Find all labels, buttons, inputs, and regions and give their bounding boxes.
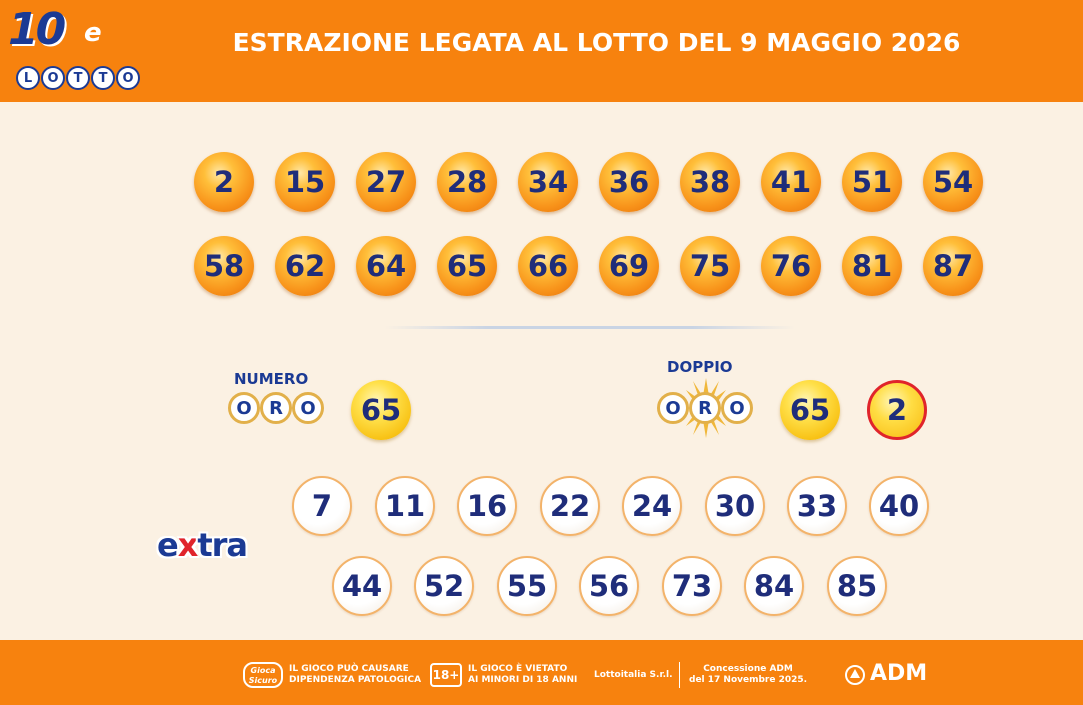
doppio-oro-logo: DOPPIO O R O — [655, 352, 759, 447]
extra-number-ball: 16 — [457, 476, 517, 536]
numero-oro-label: NUMERO — [234, 370, 309, 388]
concession-line: del 17 Novembre 2025. — [689, 675, 808, 685]
header-bar: 10 e L O T T O ESTRAZIONE LEGATA AL LOTT… — [0, 0, 1083, 102]
oro-letter: O — [657, 392, 689, 424]
logo-letter: T — [91, 66, 115, 90]
addiction-warning: IL GIOCO PUÒ CAUSARE DIPENDENZA PATOLOGI… — [289, 664, 421, 686]
drawn-number-ball: 75 — [680, 236, 740, 296]
drawn-number-ball: 2 — [194, 152, 254, 212]
extra-number-ball: 56 — [579, 556, 639, 616]
oro-letter: O — [292, 392, 324, 424]
drawn-number-ball: 76 — [761, 236, 821, 296]
concession-info: Concessione ADM del 17 Novembre 2025. — [689, 664, 807, 686]
warning-line: IL GIOCO PUÒ CAUSARE — [289, 664, 409, 674]
numero-oro-ball: 65 — [351, 380, 411, 440]
drawn-number-ball: 81 — [842, 236, 902, 296]
minors-warning: IL GIOCO È VIETATO AI MINORI DI 18 ANNI — [468, 664, 577, 686]
extra-logo: extra — [157, 520, 277, 580]
drawn-number-ball: 65 — [437, 236, 497, 296]
extra-number-ball: 73 — [662, 556, 722, 616]
drawn-number-ball: 87 — [923, 236, 983, 296]
minors-line: AI MINORI DI 18 ANNI — [468, 675, 578, 685]
warning-line: DIPENDENZA PATOLOGICA — [289, 675, 422, 685]
extra-number-ball: 44 — [332, 556, 392, 616]
drawn-number-ball: 66 — [518, 236, 578, 296]
oro-letter: R — [689, 392, 721, 424]
numero-oro-logo: NUMERO O R O — [228, 368, 332, 428]
oro-letters: O R O — [657, 392, 753, 424]
doppio-oro-second-ball: 2 — [867, 380, 927, 440]
oro-letter: O — [721, 392, 753, 424]
oro-letter: R — [260, 392, 292, 424]
extra-number-ball: 24 — [622, 476, 682, 536]
extra-number-ball: 40 — [869, 476, 929, 536]
gioco-sicuro-logo: Gioca Sicuro — [243, 662, 283, 688]
logo-e: e — [84, 18, 102, 48]
extra-number-ball: 84 — [744, 556, 804, 616]
extra-number-ball: 7 — [292, 476, 352, 536]
drawn-number-ball: 28 — [437, 152, 497, 212]
extra-number-ball: 22 — [540, 476, 600, 536]
adm-emblem-icon — [845, 665, 865, 685]
footer-bar: Gioca Sicuro IL GIOCO PUÒ CAUSARE DIPEND… — [0, 640, 1083, 705]
extra-number-ball: 11 — [375, 476, 435, 536]
draw-title: ESTRAZIONE LEGATA AL LOTTO DEL 9 MAGGIO … — [232, 28, 961, 57]
drawn-number-ball: 15 — [275, 152, 335, 212]
doppio-oro-ball: 65 — [780, 380, 840, 440]
company-name: Lottoitalia S.r.l. — [594, 670, 673, 680]
logo-letter: O — [41, 66, 65, 90]
section-divider — [385, 326, 795, 329]
extra-number-ball: 55 — [497, 556, 557, 616]
extra-wordmark: extra — [157, 526, 248, 564]
10elotto-logo: 10 e L O T T O — [6, 4, 140, 96]
oro-letters: O R O — [228, 392, 324, 424]
extra-logo-tra: tra — [197, 526, 248, 564]
concession-line: Concessione ADM — [703, 664, 793, 674]
footer-separator — [679, 662, 680, 688]
extra-logo-e: e — [157, 526, 179, 564]
drawn-number-ball: 58 — [194, 236, 254, 296]
drawn-number-ball: 34 — [518, 152, 578, 212]
drawn-number-ball: 41 — [761, 152, 821, 212]
doppio-oro-label: DOPPIO — [667, 358, 733, 376]
drawn-number-ball: 69 — [599, 236, 659, 296]
adm-logo-text: ADM — [870, 661, 928, 686]
extra-number-ball: 30 — [705, 476, 765, 536]
logo-letter: O — [116, 66, 140, 90]
drawn-number-ball: 27 — [356, 152, 416, 212]
extra-number-ball: 52 — [414, 556, 474, 616]
gioco-logo-line: Gioca — [250, 666, 276, 675]
logo-letter: T — [66, 66, 90, 90]
extra-logo-x: x — [177, 526, 199, 564]
logo-letter: L — [16, 66, 40, 90]
logo-lotto-letters: L O T T O — [16, 66, 140, 90]
oro-letter: O — [228, 392, 260, 424]
minors-line: IL GIOCO È VIETATO — [468, 664, 568, 674]
gioco-logo-line: Sicuro — [248, 676, 278, 685]
drawn-number-ball: 64 — [356, 236, 416, 296]
drawn-number-ball: 54 — [923, 152, 983, 212]
drawn-number-ball: 36 — [599, 152, 659, 212]
drawn-number-ball: 51 — [842, 152, 902, 212]
extra-number-ball: 33 — [787, 476, 847, 536]
drawn-number-ball: 62 — [275, 236, 335, 296]
drawn-number-ball: 38 — [680, 152, 740, 212]
age-18-badge: 18+ — [430, 663, 462, 687]
logo-number: 10 — [8, 4, 66, 55]
extra-number-ball: 85 — [827, 556, 887, 616]
